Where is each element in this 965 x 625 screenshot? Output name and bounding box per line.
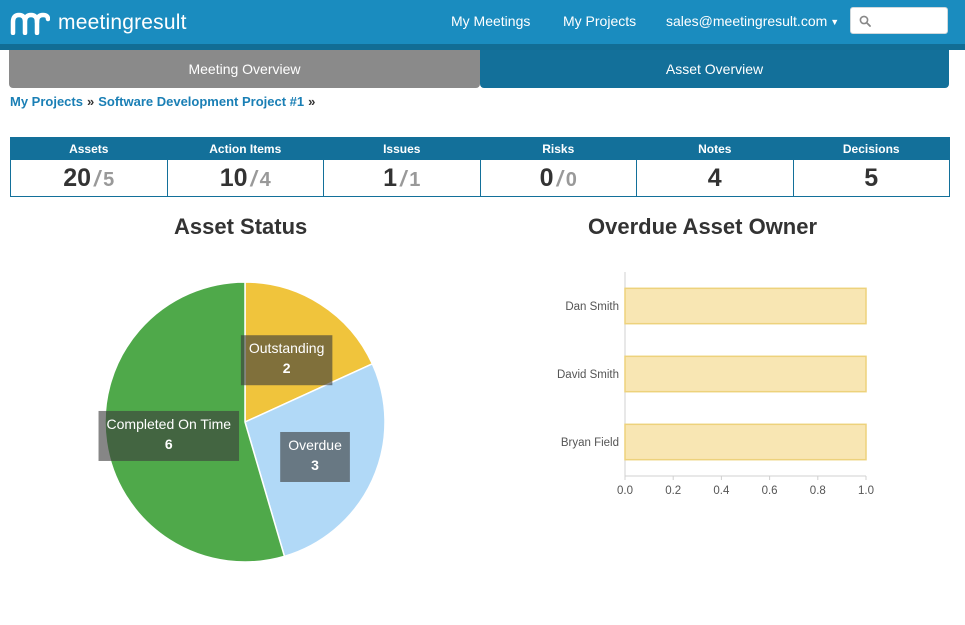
pie-label-completed-on-time: Completed On Time 6 (98, 410, 240, 461)
breadcrumb-separator: » (308, 94, 316, 109)
overdue-owner-bar-chart: Dan Smith David Smith Bryan Field 0.0 0.2 0.4… (557, 272, 874, 497)
user-email: sales@meetingresult.com (666, 13, 828, 29)
bar-david-smith[interactable] (624, 355, 867, 393)
stat-value: 4 (707, 164, 722, 192)
brand-name: meetingresult (58, 11, 187, 34)
stat-value: 20 (63, 164, 92, 192)
x-tick-label: 0.0 (617, 485, 633, 497)
search-icon (859, 15, 871, 27)
pie-label-box (98, 410, 240, 461)
stat-notes[interactable]: Notes 4 (637, 138, 794, 196)
x-tick-label: 0.6 (762, 485, 778, 497)
pie-label-box (240, 335, 333, 386)
x-tick-label: 0.8 (810, 485, 826, 497)
y-tick-label: Bryan Field (561, 437, 619, 449)
stat-risks[interactable]: Risks 0/0 (480, 138, 637, 196)
stat-value: 10 (219, 164, 248, 192)
stat-label: Assets (11, 138, 167, 160)
pie-label-value: 6 (165, 436, 173, 452)
stat-decisions[interactable]: Decisions 5 (793, 138, 949, 196)
top-navbar: meetingresult My Meetings My Projects sa… (0, 0, 965, 50)
breadcrumb: My Projects» Software Development Project… (10, 94, 319, 109)
search-input[interactable] (875, 10, 947, 33)
stat-separator: / (400, 166, 407, 191)
asset-status-title: Asset Status (174, 214, 308, 239)
pie-label-overdue: Overdue 3 (280, 431, 350, 482)
pie-label-name: Outstanding (249, 340, 325, 356)
brand-logo[interactable]: meetingresult (10, 9, 187, 37)
stat-separator: / (556, 166, 563, 191)
stat-label: Notes (637, 138, 793, 160)
nav-my-meetings[interactable]: My Meetings (451, 13, 531, 29)
nav-my-projects[interactable]: My Projects (563, 13, 637, 29)
caret-down-icon: ▼ (830, 17, 840, 28)
search-box[interactable] (850, 7, 948, 34)
stat-separator: / (250, 166, 257, 191)
pie-label-value: 3 (311, 457, 319, 473)
x-tick-label: 0.2 (665, 485, 681, 497)
overdue-owner-title: Overdue Asset Owner (588, 214, 818, 239)
stat-sub-value: 1 (409, 169, 421, 191)
stat-value: 0 (539, 164, 554, 192)
tab-asset-overview[interactable]: Asset Overview (480, 50, 949, 88)
stat-value: 5 (864, 164, 879, 192)
stats-table: Assets 20/5 Action Items 10/4 Issues 1/1… (10, 137, 950, 197)
stat-label: Action Items (167, 138, 323, 160)
user-menu[interactable]: sales@meetingresult.com ▼ (666, 13, 839, 29)
breadcrumb-my-projects[interactable]: My Projects (10, 94, 83, 109)
tab-meeting-overview[interactable]: Meeting Overview (9, 50, 480, 88)
bar-dan-smith[interactable] (624, 287, 867, 325)
stat-sub-value: 5 (103, 169, 115, 191)
stat-label: Risks (480, 138, 636, 160)
pie-label-name: Overdue (288, 437, 342, 453)
meetingresult-logo-icon (10, 12, 50, 35)
pie-label-outstanding: Outstanding 2 (240, 335, 333, 386)
stat-separator: / (94, 166, 101, 191)
pie-label-name: Completed On Time (107, 416, 232, 432)
stat-sub-value: 0 (565, 169, 577, 191)
stat-assets[interactable]: Assets 20/5 (11, 138, 168, 196)
pie-label-value: 2 (283, 360, 291, 376)
stat-issues[interactable]: Issues 1/1 (324, 138, 481, 196)
bar-bryan-field[interactable] (624, 423, 867, 461)
stat-action-items[interactable]: Action Items 10/4 (167, 138, 324, 196)
stat-label: Decisions (793, 138, 949, 160)
breadcrumb-separator: » (86, 94, 95, 109)
x-tick-label: 0.4 (713, 485, 730, 497)
breadcrumb-project[interactable]: Software Development Project #1 (98, 94, 305, 109)
stat-value: 1 (383, 164, 398, 192)
x-tick-label: 1.0 (858, 485, 874, 497)
stat-label: Issues (324, 138, 480, 160)
asset-status-pie-chart: Outstanding 2 Overdue 3 Completed On Time 6 (98, 281, 386, 563)
pie-label-box (280, 431, 350, 482)
y-tick-label: Dan Smith (565, 301, 619, 313)
stat-sub-value: 4 (259, 169, 271, 191)
y-tick-label: David Smith (557, 369, 619, 381)
